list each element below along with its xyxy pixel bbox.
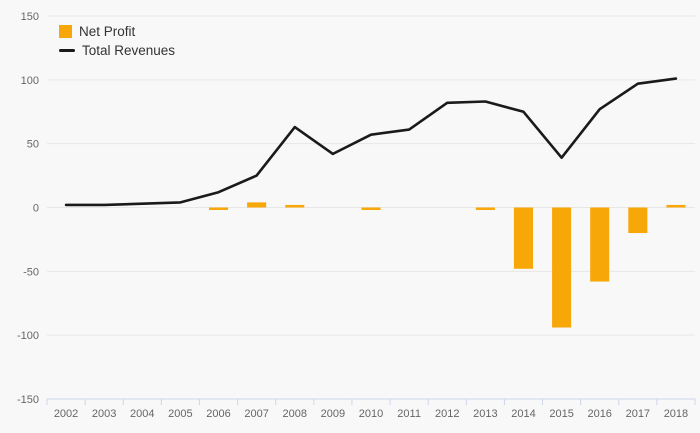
legend-label-total-revenues: Total Revenues <box>82 42 176 58</box>
legend-item-total-revenues[interactable]: Total Revenues <box>59 42 176 58</box>
y-tick-label: 100 <box>21 75 39 87</box>
x-tick-label: 2006 <box>206 408 230 420</box>
legend-item-net-profit[interactable]: Net Profit <box>59 25 175 39</box>
net-profit-bar-2016 <box>590 207 610 282</box>
x-tick-label: 2016 <box>587 408 611 420</box>
x-tick-label: 2009 <box>321 408 345 420</box>
net-profit-bar-2014 <box>513 207 533 269</box>
y-tick-label: 150 <box>21 11 39 23</box>
x-tick-label: 2008 <box>283 408 307 420</box>
y-tick-label: -150 <box>17 394 39 406</box>
total-revenues-line <box>64 77 678 207</box>
x-tick-label: 2014 <box>511 408 535 420</box>
total-revenues-swatch-icon <box>59 48 75 52</box>
x-tick-label: 2011 <box>397 408 421 420</box>
x-tick-label: 2003 <box>92 408 116 420</box>
y-tick-label: -50 <box>23 266 39 278</box>
x-tick-label: 2004 <box>130 408 154 420</box>
net-profit-bar-2006 <box>209 207 229 210</box>
y-tick-label: 0 <box>33 203 39 215</box>
x-tick-label: 2018 <box>664 408 688 420</box>
x-tick-label: 2005 <box>168 408 192 420</box>
x-tick-label: 2010 <box>359 408 383 420</box>
y-tick-label: -100 <box>17 330 39 342</box>
net-profit-swatch-icon <box>59 25 72 39</box>
x-tick-label: 2002 <box>54 408 78 420</box>
net-profit-bar-2018 <box>666 204 686 208</box>
y-tick-label: 50 <box>27 139 39 151</box>
chart-legend: Net Profit Total Revenues <box>59 25 175 57</box>
x-tick-label: 2007 <box>244 408 268 420</box>
net-profit-bar-2013 <box>475 207 495 210</box>
x-tick-label: 2012 <box>435 408 459 420</box>
net-profit-bar-2010 <box>361 207 381 210</box>
net-profit-bar-2007 <box>247 202 267 208</box>
net-profit-bar-2017 <box>628 207 648 234</box>
x-tick-label: 2015 <box>549 408 573 420</box>
x-tick-label: 2017 <box>626 408 650 420</box>
x-tick-label: 2013 <box>473 408 497 420</box>
net-profit-bar-2008 <box>285 204 305 208</box>
legend-label-net-profit: Net Profit <box>79 24 136 39</box>
net-profit-bar-2015 <box>552 207 572 328</box>
